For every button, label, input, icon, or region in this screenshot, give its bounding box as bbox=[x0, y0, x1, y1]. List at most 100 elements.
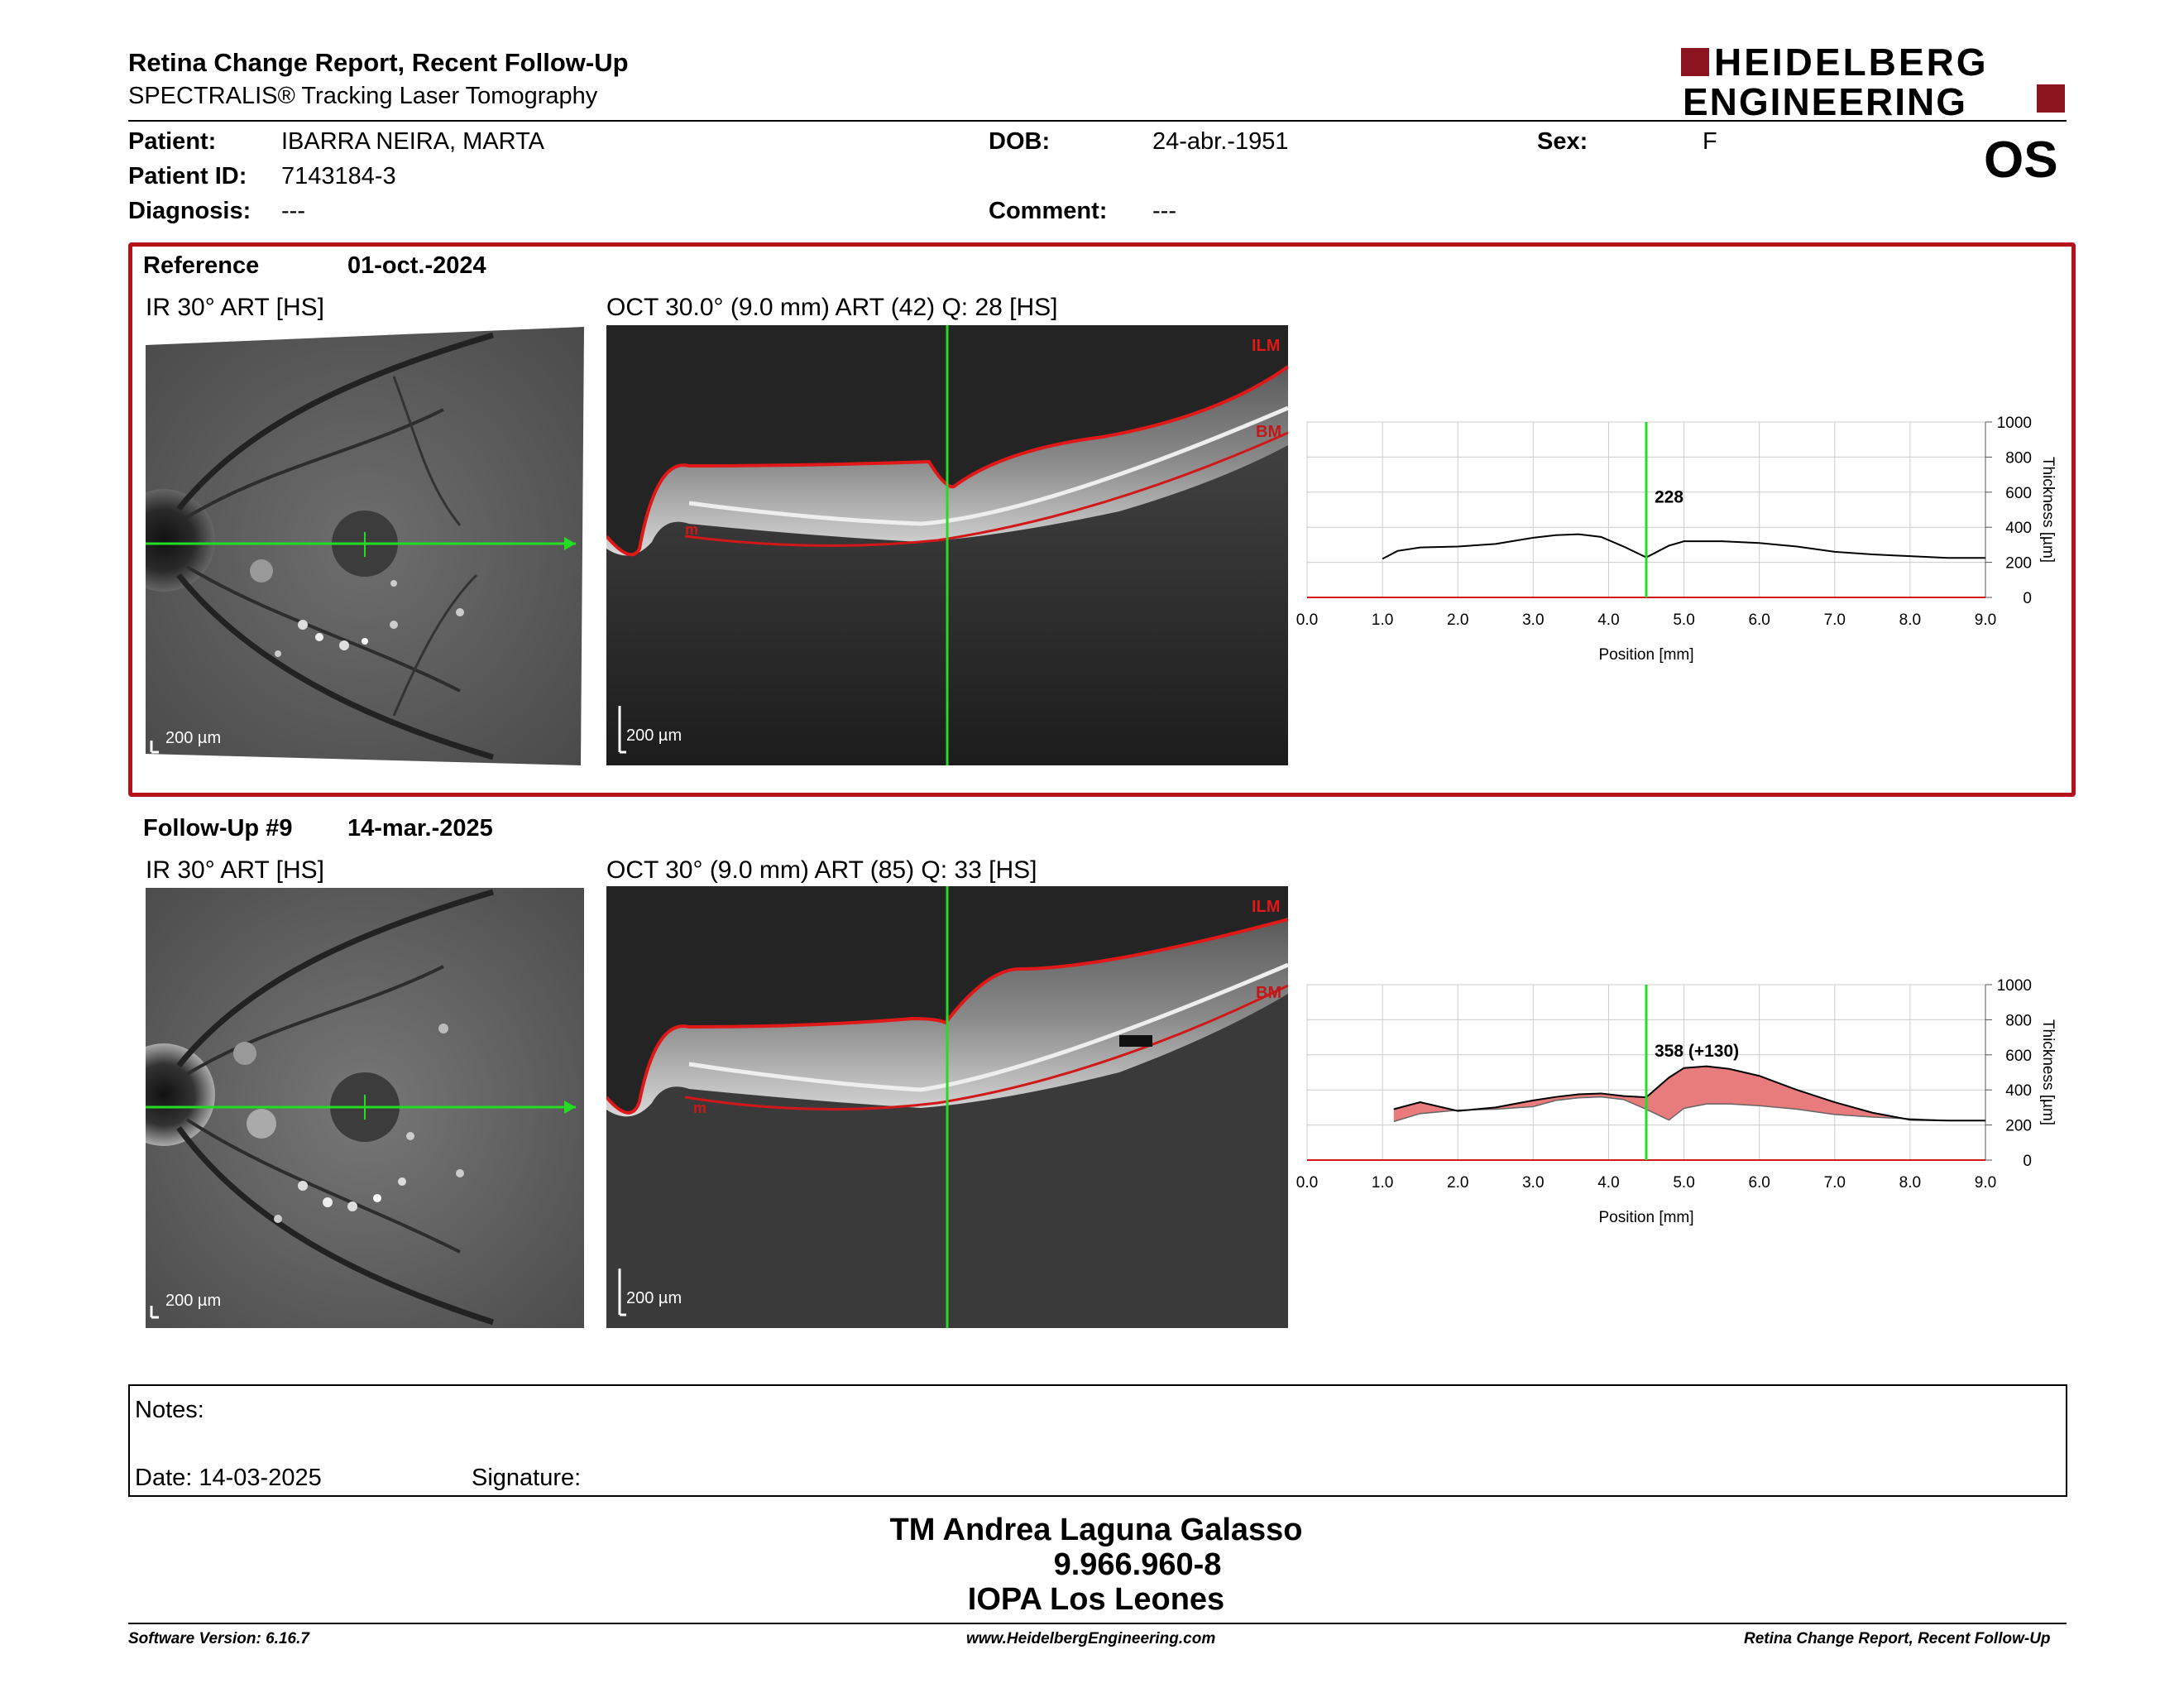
x-tick-label: 8.0 bbox=[1899, 1174, 1921, 1192]
followup-bm-label: BM bbox=[1256, 984, 1282, 1002]
y-tick-label: 0 bbox=[2023, 1153, 2032, 1170]
signer-name: TM Andrea Laguna Galasso bbox=[889, 1513, 1303, 1547]
footer-report-name: Retina Change Report, Recent Follow-Up bbox=[1744, 1630, 2051, 1647]
signer-institution: IOPA Los Leones bbox=[967, 1582, 1225, 1617]
diagnosis-label: Diagnosis: bbox=[128, 198, 251, 224]
reference-m-label: m bbox=[685, 521, 699, 538]
dob-value: 24-abr.-1951 bbox=[1152, 128, 1289, 155]
series-line bbox=[1393, 1065, 1985, 1122]
x-tick-label: 0.0 bbox=[1296, 1174, 1318, 1192]
followup-m-label: m bbox=[693, 1100, 707, 1116]
y-axis-label: Thickness [µm] bbox=[2039, 457, 2057, 563]
followup-thickness-chart: 0.0 1.0 2.0 3.0 4.0 5.0 6.0 7.0 8.0 9.0 0 200 400 600… bbox=[1296, 977, 2057, 1226]
patient-id-label: Patient ID: bbox=[128, 163, 247, 189]
x-tick-label: 5.0 bbox=[1673, 1174, 1694, 1192]
comment-label: Comment: bbox=[989, 198, 1108, 224]
followup-oct-svg bbox=[606, 886, 1288, 1328]
logo-square-icon bbox=[1681, 48, 1709, 76]
patient-name: IBARRA NEIRA, MARTA bbox=[281, 128, 544, 155]
y-axis-label: Thickness [µm] bbox=[2039, 1019, 2057, 1125]
x-tick-label: 4.0 bbox=[1597, 611, 1619, 629]
logo-line-2: ENGINEERING bbox=[1683, 80, 1968, 123]
patient-label: Patient: bbox=[128, 128, 217, 155]
comment-value: --- bbox=[1152, 198, 1176, 224]
sex-label: Sex: bbox=[1537, 128, 1588, 155]
reference-bm-label: BM bbox=[1256, 423, 1282, 441]
heidelberg-logo: HEIDELBERG ENGINEERING bbox=[1681, 41, 2067, 122]
x-tick-label: 0.0 bbox=[1296, 611, 1318, 629]
dob-label: DOB: bbox=[989, 128, 1051, 155]
x-axis-label: Position [mm] bbox=[1598, 1209, 1693, 1226]
y-tick-label: 600 bbox=[2005, 1048, 2032, 1065]
change-area bbox=[1393, 1066, 1985, 1122]
y-tick-label: 800 bbox=[2005, 1012, 2032, 1029]
cursor-value-label: 228 bbox=[1655, 488, 1684, 507]
signature-label[interactable]: Signature: bbox=[472, 1465, 582, 1491]
logo-square-icon-2 bbox=[2037, 84, 2065, 113]
reference-thickness-chart: 0.0 1.0 2.0 3.0 4.0 5.0 6.0 7.0 8.0 9.0 0 200 400 600… bbox=[1296, 415, 2057, 664]
report-title: Retina Change Report, Recent Follow-Up bbox=[128, 48, 629, 77]
reference-ir-caption: IR 30° ART [HS] bbox=[146, 294, 324, 321]
signer-rut: 9.966.960-8 bbox=[1053, 1547, 1222, 1582]
header-divider bbox=[128, 120, 2067, 122]
followup-label: Follow-Up #9 bbox=[143, 815, 293, 842]
y-tick-label: 400 bbox=[2005, 1082, 2032, 1100]
cursor-value-label: 358 (+130) bbox=[1655, 1042, 1739, 1061]
website-link[interactable]: www.HeidelbergEngineering.com bbox=[966, 1630, 1216, 1647]
followup-oct-scale-label: 200 µm bbox=[626, 1289, 682, 1307]
series-line-reference bbox=[1393, 1096, 1985, 1123]
followup-ir-svg bbox=[146, 888, 584, 1328]
followup-oct-bscan-image[interactable]: ILM BM m 200 µm bbox=[606, 886, 1288, 1328]
x-tick-label: 7.0 bbox=[1824, 611, 1846, 629]
y-tick-label: 600 bbox=[2005, 485, 2032, 502]
reference-oct-scale-label: 200 µm bbox=[626, 727, 682, 745]
y-tick-label: 200 bbox=[2005, 1118, 2032, 1135]
x-tick-label: 7.0 bbox=[1824, 1174, 1846, 1192]
followup-ir-fundus-image[interactable]: 200 µm bbox=[146, 888, 584, 1328]
x-tick-label: 6.0 bbox=[1748, 611, 1770, 629]
diagnosis-value: --- bbox=[281, 198, 305, 224]
x-axis-label: Position [mm] bbox=[1598, 646, 1693, 664]
notes-date: Date: 14-03-2025 bbox=[135, 1465, 322, 1491]
followup-ilm-label: ILM bbox=[1252, 898, 1281, 916]
reference-ir-scale-label: 200 µm bbox=[165, 729, 222, 747]
x-tick-label: 8.0 bbox=[1899, 611, 1921, 629]
reference-ir-fundus-image[interactable]: 200 µm bbox=[146, 327, 584, 765]
reference-oct-caption: OCT 30.0° (9.0 mm) ART (42) Q: 28 [HS] bbox=[606, 294, 1058, 321]
x-tick-label: 1.0 bbox=[1372, 611, 1393, 629]
reference-oct-bscan-image[interactable]: ILM BM m 200 µm bbox=[606, 325, 1288, 765]
reference-oct-svg bbox=[606, 325, 1288, 765]
x-tick-label: 6.0 bbox=[1748, 1174, 1770, 1192]
y-tick-label: 200 bbox=[2005, 555, 2032, 573]
logo-line-1: HEIDELBERG bbox=[1714, 41, 1989, 84]
notes-box[interactable] bbox=[128, 1384, 2067, 1497]
software-version: Software Version: 6.16.7 bbox=[128, 1630, 309, 1647]
x-tick-label: 3.0 bbox=[1522, 611, 1544, 629]
x-tick-label: 1.0 bbox=[1372, 1174, 1393, 1192]
followup-ir-caption: IR 30° ART [HS] bbox=[146, 856, 324, 884]
footer-divider bbox=[128, 1623, 2067, 1624]
eye-indicator: OS bbox=[1984, 132, 2058, 189]
reference-frame bbox=[128, 242, 2076, 797]
y-tick-label: 1000 bbox=[1997, 415, 2032, 432]
x-tick-label: 5.0 bbox=[1673, 611, 1694, 629]
x-tick-label: 3.0 bbox=[1522, 1174, 1544, 1192]
x-tick-label: 9.0 bbox=[1975, 611, 1996, 629]
x-tick-label: 2.0 bbox=[1447, 611, 1468, 629]
followup-oct-caption: OCT 30° (9.0 mm) ART (85) Q: 33 [HS] bbox=[606, 856, 1037, 884]
followup-ir-scale-label: 200 µm bbox=[165, 1292, 222, 1310]
patient-id-value: 7143184-3 bbox=[281, 163, 396, 189]
reference-ir-svg bbox=[146, 327, 584, 765]
x-tick-label: 4.0 bbox=[1597, 1174, 1619, 1192]
report-subtitle: SPECTRALIS® Tracking Laser Tomography bbox=[128, 83, 598, 109]
sex-value: F bbox=[1703, 128, 1717, 155]
reference-ilm-label: ILM bbox=[1252, 337, 1281, 355]
x-tick-label: 9.0 bbox=[1975, 1174, 1996, 1192]
notes-label: Notes: bbox=[135, 1397, 204, 1423]
y-tick-label: 1000 bbox=[1997, 977, 2032, 995]
followup-date: 14-mar.-2025 bbox=[347, 815, 493, 842]
x-tick-label: 2.0 bbox=[1447, 1174, 1468, 1192]
reference-label: Reference bbox=[143, 252, 260, 279]
reference-date: 01-oct.-2024 bbox=[347, 252, 486, 279]
y-tick-label: 800 bbox=[2005, 449, 2032, 467]
